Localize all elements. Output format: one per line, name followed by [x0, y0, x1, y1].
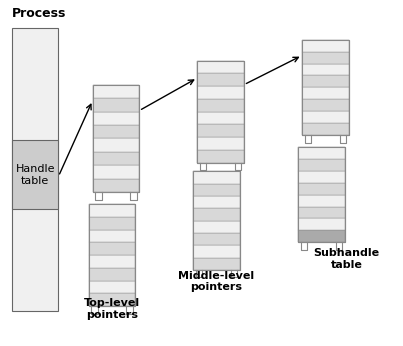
Bar [302, 99, 349, 111]
Bar [298, 147, 345, 242]
Bar [93, 98, 139, 111]
Bar [89, 217, 135, 230]
Bar [298, 147, 345, 159]
Bar [193, 221, 240, 233]
Bar [193, 208, 240, 221]
Bar [197, 137, 244, 150]
Bar [302, 40, 349, 135]
Bar [93, 111, 139, 125]
Bar [89, 204, 135, 217]
Bar [89, 230, 135, 243]
Bar [197, 61, 244, 163]
Text: Middle-level
pointers: Middle-level pointers [179, 271, 254, 292]
Bar [89, 293, 135, 306]
Bar [93, 85, 139, 192]
Bar [298, 147, 345, 242]
Bar [93, 179, 139, 192]
Bar [193, 171, 240, 184]
Bar [302, 40, 349, 135]
Bar [197, 61, 244, 73]
Bar [197, 150, 244, 163]
Bar [93, 152, 139, 165]
Bar [298, 218, 345, 230]
Bar [197, 124, 244, 137]
Bar [298, 183, 345, 194]
Text: Process: Process [12, 7, 66, 20]
Bar [93, 138, 139, 152]
Bar [89, 268, 135, 281]
Bar [302, 40, 349, 52]
Bar [298, 171, 345, 183]
Text: Top-level
pointers: Top-level pointers [84, 299, 140, 320]
Bar [93, 125, 139, 138]
Bar [193, 196, 240, 208]
Bar [193, 257, 240, 270]
Bar [197, 61, 244, 163]
Bar [302, 75, 349, 88]
Bar [89, 204, 135, 306]
Bar [298, 194, 345, 207]
Bar [12, 140, 58, 209]
Bar [302, 52, 349, 64]
Bar [93, 85, 139, 98]
Bar [298, 230, 345, 242]
Bar [302, 64, 349, 75]
Bar [302, 87, 349, 99]
Bar [93, 165, 139, 179]
Bar [89, 204, 135, 306]
Bar [193, 171, 240, 270]
Bar [89, 243, 135, 255]
Bar [193, 245, 240, 257]
Bar [193, 184, 240, 196]
Text: Subhandle
table: Subhandle table [314, 248, 380, 270]
Bar [298, 207, 345, 218]
Bar [89, 281, 135, 293]
Bar [93, 85, 139, 192]
Bar [302, 123, 349, 135]
Bar [197, 111, 244, 124]
Bar [193, 171, 240, 270]
Bar [193, 233, 240, 245]
Bar [12, 28, 58, 311]
Bar [298, 159, 345, 171]
Bar [197, 86, 244, 99]
Bar [89, 255, 135, 268]
Bar [197, 73, 244, 86]
Text: Handle
table: Handle table [15, 164, 55, 185]
Bar [302, 111, 349, 123]
Bar [197, 99, 244, 111]
